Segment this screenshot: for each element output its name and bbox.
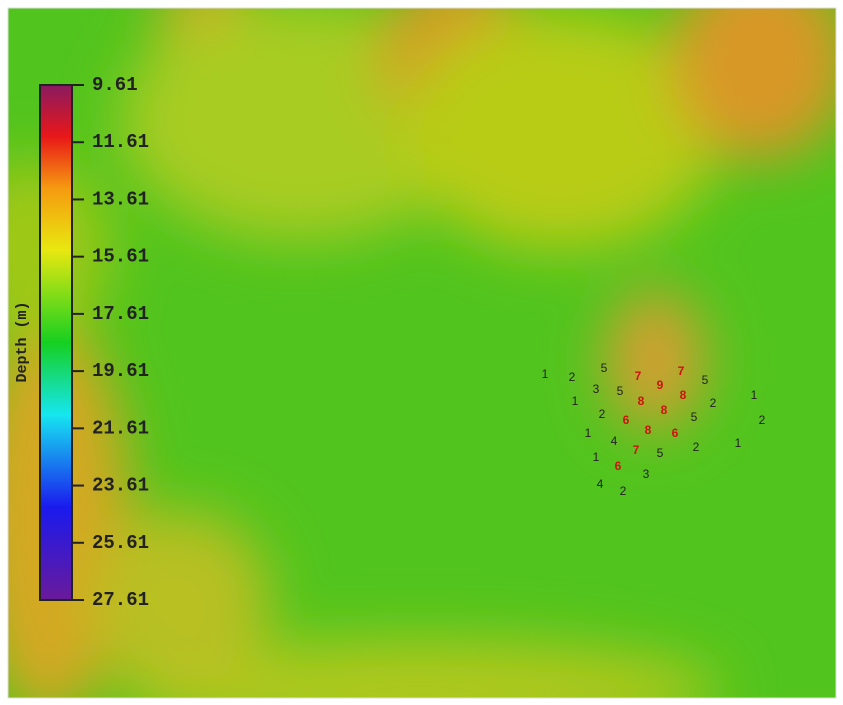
depth-label: 1 bbox=[572, 394, 579, 408]
depth-label: 2 bbox=[569, 370, 576, 384]
colorbar-label: Depth (m) bbox=[14, 301, 31, 382]
map: Depth (m) 9.61 11.61 13.61 15.61 17.61 19.61 2… bbox=[0, 0, 843, 705]
tick-label: 9.61 bbox=[92, 74, 138, 96]
depth-label: 1 bbox=[542, 367, 549, 381]
depth-label: 9 bbox=[657, 378, 664, 392]
depth-label: 2 bbox=[710, 396, 717, 410]
depth-label: 4 bbox=[597, 477, 604, 491]
depth-label: 8 bbox=[645, 423, 652, 437]
tick-label: 15.61 bbox=[92, 246, 149, 268]
colorbar bbox=[40, 85, 72, 600]
depth-label: 7 bbox=[635, 369, 642, 383]
tick-label: 27.61 bbox=[92, 589, 149, 611]
depth-label: 8 bbox=[638, 394, 645, 408]
depth-label: 4 bbox=[611, 434, 618, 448]
depth-label: 7 bbox=[633, 443, 640, 457]
depth-label: 7 bbox=[678, 364, 685, 378]
tick-label: 25.61 bbox=[92, 532, 149, 554]
depth-label: 1 bbox=[735, 436, 742, 450]
tick-label: 23.61 bbox=[92, 475, 149, 497]
depth-label: 1 bbox=[751, 388, 758, 402]
depth-label: 6 bbox=[672, 426, 679, 440]
tick-label: 17.61 bbox=[92, 303, 149, 325]
tick-label: 11.61 bbox=[92, 131, 149, 153]
depth-label: 1 bbox=[585, 426, 592, 440]
depth-label: 3 bbox=[593, 382, 600, 396]
depth-label: 2 bbox=[620, 484, 627, 498]
depth-label: 5 bbox=[617, 384, 624, 398]
depth-label: 5 bbox=[702, 373, 709, 387]
depth-label: 5 bbox=[657, 446, 664, 460]
depth-label: 8 bbox=[661, 403, 668, 417]
depth-label: 6 bbox=[615, 459, 622, 473]
depth-label: 2 bbox=[759, 413, 766, 427]
depth-label: 2 bbox=[693, 440, 700, 454]
depth-label: 3 bbox=[643, 467, 650, 481]
depth-label: 6 bbox=[623, 413, 630, 427]
depth-label: 5 bbox=[691, 410, 698, 424]
tick-label: 19.61 bbox=[92, 360, 149, 382]
depth-label: 2 bbox=[599, 407, 606, 421]
tick-label: 13.61 bbox=[92, 188, 149, 210]
depth-label: 5 bbox=[601, 361, 608, 375]
depth-label: 8 bbox=[680, 388, 687, 402]
depth-label: 1 bbox=[593, 450, 600, 464]
tick-label: 21.61 bbox=[92, 417, 149, 439]
